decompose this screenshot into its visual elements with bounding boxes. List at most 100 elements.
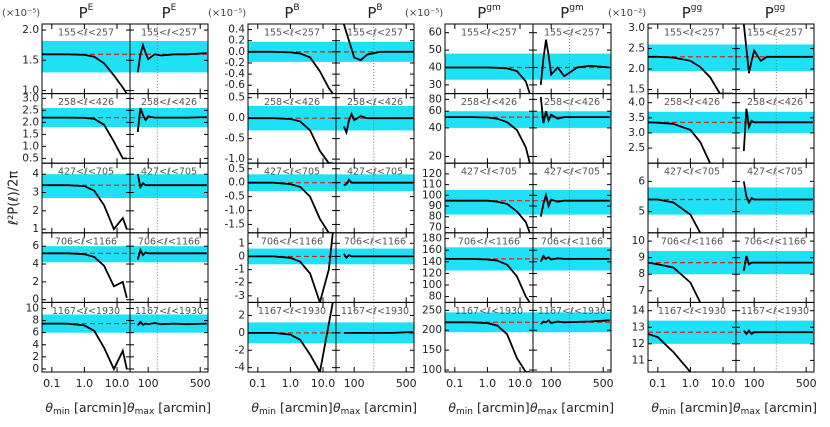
scale-note: (×10⁻²) bbox=[608, 8, 646, 19]
y-tick-label: 4 bbox=[32, 258, 39, 270]
y-tick-label: 6 bbox=[32, 327, 39, 339]
y-tick-label: 3.0 bbox=[22, 92, 39, 104]
title-base: P bbox=[367, 4, 376, 22]
x-tick-label: 10.0 bbox=[105, 377, 130, 390]
panel-title: Pgg bbox=[765, 3, 785, 22]
y-tick-label: 11 bbox=[632, 354, 645, 366]
ell-bin-label: 1167<ℓ<1930 bbox=[135, 306, 203, 317]
panel-title: PE bbox=[79, 3, 94, 22]
y-tick-label: 8 bbox=[32, 315, 39, 327]
x-label-symbol: θ bbox=[448, 400, 456, 415]
curve bbox=[742, 181, 813, 205]
ell-bin-label: 427<ℓ<705 bbox=[141, 167, 197, 178]
panel bbox=[336, 93, 414, 164]
y-tick-label: 110 bbox=[422, 179, 442, 191]
curve bbox=[136, 174, 207, 190]
panel bbox=[533, 302, 611, 372]
x-label-unit: [arcmin] bbox=[364, 400, 417, 415]
x-label-sub: min bbox=[53, 407, 70, 417]
ell-bin-label: 427<ℓ<705 bbox=[58, 167, 114, 178]
curve bbox=[42, 184, 128, 231]
x-label-sub: max bbox=[741, 407, 761, 417]
x-axis-label: θmax [arcmin] bbox=[127, 400, 211, 417]
curve bbox=[136, 42, 207, 73]
y-tick-label: 100 bbox=[422, 364, 442, 376]
x-axis-label: θmin [arcmin] bbox=[651, 400, 732, 417]
panel bbox=[130, 232, 208, 303]
y-tick-label: 1.5 bbox=[22, 128, 39, 140]
panel bbox=[42, 174, 130, 231]
panel bbox=[736, 232, 814, 303]
panel bbox=[533, 24, 611, 94]
curve bbox=[445, 321, 530, 372]
y-tick-label: -0.6 bbox=[225, 79, 246, 91]
y-tick-label: 1.0 bbox=[22, 140, 39, 152]
y-tick-label: 200 bbox=[422, 324, 442, 336]
y-tick-label: 5 bbox=[638, 206, 645, 218]
y-tick-label: 2.0 bbox=[628, 63, 645, 75]
x-tick-label: 100 bbox=[744, 377, 765, 390]
curve bbox=[743, 329, 813, 336]
curve bbox=[445, 116, 531, 164]
title-base: P bbox=[765, 4, 774, 22]
curve bbox=[445, 199, 531, 233]
y-tick-label: 180 bbox=[422, 233, 442, 245]
panel bbox=[736, 24, 814, 94]
panel-title: Pgm bbox=[560, 3, 584, 22]
ell-bin-label: 258<ℓ<426 bbox=[544, 97, 600, 108]
y-tick-label: 3.0 bbox=[628, 22, 645, 34]
panel bbox=[130, 302, 208, 372]
panel bbox=[42, 108, 130, 160]
y-tick-label: 140 bbox=[422, 256, 442, 268]
title-sup: gm bbox=[569, 3, 583, 13]
ell-bin-label: 706<ℓ<1166 bbox=[344, 236, 406, 247]
y-tick-label: 10 bbox=[632, 235, 645, 247]
x-tick-label: 500 bbox=[396, 377, 417, 390]
y-tick-label: 12 bbox=[632, 338, 645, 350]
panel-title: PB bbox=[367, 3, 382, 22]
curve bbox=[248, 232, 334, 303]
y-tick-label: 2.5 bbox=[22, 104, 39, 116]
x-tick-label: 100 bbox=[138, 377, 159, 390]
y-tick-label: 2 bbox=[32, 276, 39, 288]
x-axis-label: θmin [arcmin] bbox=[448, 400, 529, 417]
x-label-symbol: θ bbox=[651, 400, 659, 415]
panel bbox=[336, 302, 414, 372]
y-tick-label: 120 bbox=[422, 168, 442, 180]
title-base: P bbox=[162, 4, 171, 22]
error-band bbox=[130, 40, 208, 73]
y-tick-label: 6 bbox=[32, 240, 39, 252]
y-tick-label: 80 bbox=[429, 93, 442, 105]
x-label-symbol: θ bbox=[733, 400, 741, 415]
panel bbox=[336, 232, 414, 303]
y-tick-label: 100 bbox=[422, 279, 442, 291]
ell-bin-label: 258<ℓ<426 bbox=[461, 97, 517, 108]
y-tick-label: 2 bbox=[32, 205, 39, 217]
x-tick-label: 10.0 bbox=[311, 377, 336, 390]
x-label-unit: [arcmin] bbox=[561, 400, 614, 415]
x-label-symbol: θ bbox=[127, 400, 135, 415]
curve bbox=[742, 108, 813, 152]
scale-note: (×10⁻⁵) bbox=[405, 8, 443, 19]
y-axis-label: ℓ²P(ℓ)/2π bbox=[7, 171, 22, 227]
error-band bbox=[445, 189, 533, 215]
x-label-unit: [arcmin] bbox=[280, 400, 333, 415]
curve bbox=[343, 178, 413, 187]
ell-bin-label: 155<ℓ<257 bbox=[747, 28, 803, 39]
x-axis-label: θmax [arcmin] bbox=[333, 400, 417, 417]
y-tick-label: 4.0 bbox=[628, 97, 645, 109]
y-tick-label: 4 bbox=[32, 168, 39, 180]
ell-bin-label: 1167<ℓ<1930 bbox=[52, 306, 120, 317]
y-tick-label: 0.0 bbox=[228, 112, 245, 124]
title-sup: gg bbox=[691, 3, 702, 13]
panel bbox=[336, 24, 414, 94]
curve bbox=[248, 50, 334, 94]
panel bbox=[736, 302, 814, 372]
panel bbox=[42, 314, 130, 372]
x-label-symbol: θ bbox=[530, 400, 538, 415]
panel bbox=[130, 24, 208, 94]
ell-bin-label: 706<ℓ<1166 bbox=[261, 236, 323, 247]
ell-bin-label: 258<ℓ<426 bbox=[664, 97, 720, 108]
y-tick-label: -4 bbox=[235, 362, 246, 374]
